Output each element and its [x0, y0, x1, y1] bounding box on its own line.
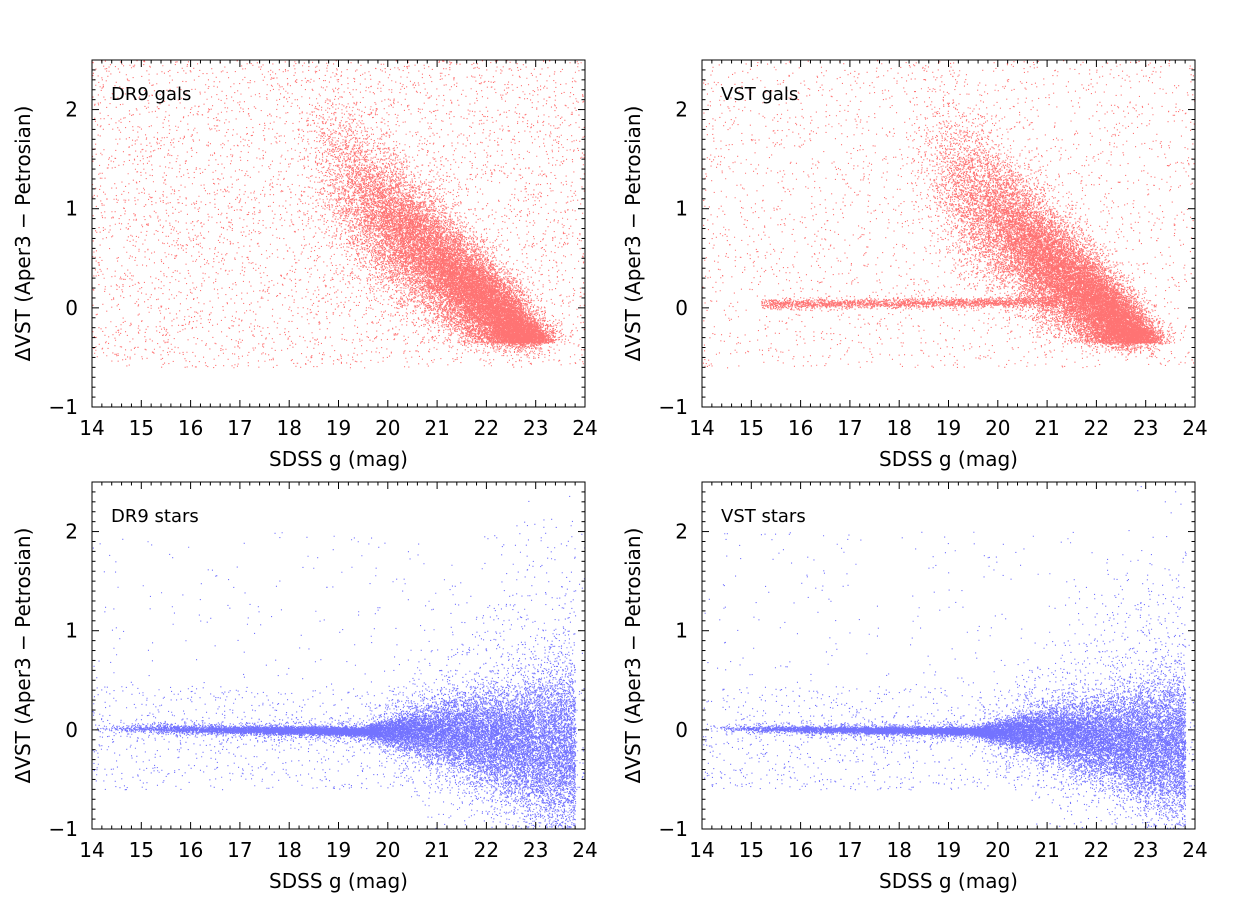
- x-tick-label: 22: [474, 838, 499, 862]
- x-axis-label: SDSS g (mag): [269, 447, 408, 471]
- x-tick-label: 16: [178, 838, 203, 862]
- x-tick-label: 18: [886, 838, 911, 862]
- panel-title: DR9 stars: [111, 506, 199, 527]
- y-tick-label: −1: [49, 817, 78, 841]
- x-tick-label: 17: [837, 416, 862, 440]
- y-tick-label: 2: [675, 98, 688, 122]
- x-tick-label: 22: [1084, 416, 1109, 440]
- x-tick-label: 18: [276, 416, 301, 440]
- x-tick-label: 16: [788, 416, 813, 440]
- y-axis-label: ΔVST (Aper3 − Petrosian): [621, 106, 645, 362]
- x-tick-label: 16: [788, 838, 813, 862]
- scatter-markers: [703, 486, 1196, 830]
- x-tick-label: 20: [985, 416, 1010, 440]
- x-tick-label: 15: [129, 416, 154, 440]
- x-tick-label: 23: [523, 838, 548, 862]
- x-tick-label: 19: [936, 838, 961, 862]
- scatter-points: [702, 60, 1196, 368]
- x-tick-label: 14: [689, 838, 714, 862]
- x-tick-label: 19: [936, 416, 961, 440]
- x-tick-label: 14: [79, 838, 104, 862]
- panel-vst-gals: 14 15 16 17 18 19 20 21 22 23 24 −1 0 1 2 SDSS g (mag) Δ…: [621, 60, 1208, 471]
- x-tick-label: 15: [739, 838, 764, 862]
- y-axis-label: ΔVST (Aper3 − Petrosian): [621, 528, 645, 784]
- scatter-points: [703, 486, 1196, 830]
- x-tick-label: 18: [886, 416, 911, 440]
- x-tick-label: 20: [985, 838, 1010, 862]
- y-tick-label: 0: [675, 718, 688, 742]
- x-axis-label: SDSS g (mag): [879, 447, 1018, 471]
- scatter-markers: [702, 60, 1196, 368]
- x-tick-label: 24: [572, 416, 597, 440]
- x-tick-label: 23: [1133, 838, 1158, 862]
- y-tick-label: 0: [65, 296, 78, 320]
- panel-title: VST gals: [721, 84, 798, 105]
- x-tick-label: 21: [1034, 416, 1059, 440]
- y-tick-label: 2: [65, 98, 78, 122]
- x-tick-label: 17: [227, 838, 252, 862]
- panel-title: DR9 gals: [111, 84, 191, 105]
- x-tick-label: 15: [739, 416, 764, 440]
- x-tick-label: 24: [1182, 416, 1207, 440]
- x-tick-label: 18: [276, 838, 301, 862]
- x-axis-label: SDSS g (mag): [879, 869, 1018, 893]
- x-tick-label: 23: [523, 416, 548, 440]
- y-tick-label: −1: [659, 395, 688, 419]
- y-tick-label: 1: [675, 197, 688, 221]
- x-tick-label: 17: [227, 416, 252, 440]
- x-tick-label: 22: [1084, 838, 1109, 862]
- x-tick-label: 21: [424, 838, 449, 862]
- y-tick-label: −1: [49, 395, 78, 419]
- scatter-markers: [93, 496, 586, 830]
- y-axis-label: ΔVST (Aper3 − Petrosian): [11, 528, 35, 784]
- scatter-markers: [92, 60, 586, 368]
- x-tick-label: 20: [375, 416, 400, 440]
- x-tick-label: 20: [375, 838, 400, 862]
- x-tick-label: 19: [326, 838, 351, 862]
- y-tick-label: 2: [675, 520, 688, 544]
- x-tick-label: 14: [79, 416, 104, 440]
- plot-frame: [702, 60, 1195, 407]
- y-axis-label: ΔVST (Aper3 − Petrosian): [11, 106, 35, 362]
- scatter-points: [93, 496, 586, 830]
- x-tick-label: 16: [178, 416, 203, 440]
- scatter-points: [92, 60, 586, 368]
- x-tick-label: 17: [837, 838, 862, 862]
- x-tick-label: 24: [572, 838, 597, 862]
- x-tick-label: 22: [474, 416, 499, 440]
- panel-dr9-stars: 14 15 16 17 18 19 20 21 22 23 24 −1 0 1 2 SDSS g (mag) Δ…: [11, 482, 598, 893]
- x-tick-label: 15: [129, 838, 154, 862]
- y-tick-label: 0: [675, 296, 688, 320]
- y-tick-label: 1: [65, 619, 78, 643]
- y-tick-label: 1: [65, 197, 78, 221]
- x-tick-label: 19: [326, 416, 351, 440]
- y-tick-label: 2: [65, 520, 78, 544]
- x-tick-label: 21: [1034, 838, 1059, 862]
- panel-title: VST stars: [721, 506, 806, 527]
- panel-dr9-gals: 14 15 16 17 18 19 20 21 22 23 24 −1 0 1 2 SDSS g (mag) Δ…: [11, 60, 598, 471]
- x-axis-label: SDSS g (mag): [269, 869, 408, 893]
- y-tick-label: −1: [659, 817, 688, 841]
- x-tick-label: 23: [1133, 416, 1158, 440]
- panel-vst-stars: 14 15 16 17 18 19 20 21 22 23 24 −1 0 1 2 SDSS g (mag) Δ…: [621, 482, 1208, 893]
- x-tick-label: 14: [689, 416, 714, 440]
- y-tick-label: 0: [65, 718, 78, 742]
- y-tick-label: 1: [675, 619, 688, 643]
- x-tick-label: 21: [424, 416, 449, 440]
- x-tick-label: 24: [1182, 838, 1207, 862]
